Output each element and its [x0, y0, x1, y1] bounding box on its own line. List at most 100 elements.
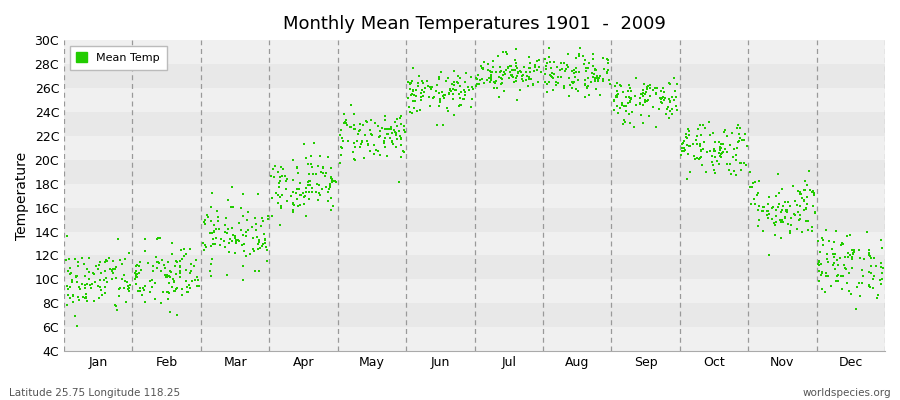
- Point: [185, 278, 200, 284]
- Bar: [64, 112, 885, 136]
- Point: [864, 270, 878, 276]
- Point: [452, 91, 466, 98]
- Point: [251, 241, 266, 248]
- Point: [249, 221, 264, 228]
- Point: [225, 184, 239, 190]
- Point: [688, 156, 702, 162]
- Point: [812, 268, 826, 274]
- Point: [422, 103, 436, 110]
- Point: [363, 148, 377, 154]
- Point: [686, 141, 700, 148]
- Point: [572, 51, 586, 57]
- Point: [334, 144, 348, 150]
- Point: [624, 88, 638, 94]
- Point: [855, 273, 869, 280]
- Point: [662, 108, 677, 114]
- Text: Latitude 25.75 Longitude 118.25: Latitude 25.75 Longitude 118.25: [9, 388, 180, 398]
- Point: [841, 250, 855, 256]
- Point: [348, 144, 363, 150]
- Point: [538, 71, 553, 77]
- Point: [554, 65, 569, 72]
- Point: [649, 124, 663, 130]
- Point: [338, 119, 352, 125]
- Point: [289, 189, 303, 196]
- Point: [65, 279, 79, 285]
- Point: [248, 268, 262, 274]
- Point: [136, 284, 150, 291]
- Point: [774, 209, 788, 216]
- Point: [775, 207, 789, 213]
- Point: [513, 68, 527, 74]
- Point: [487, 79, 501, 85]
- Point: [299, 189, 313, 195]
- Point: [562, 75, 576, 82]
- Point: [129, 273, 143, 280]
- Point: [869, 263, 884, 270]
- Point: [239, 253, 254, 259]
- Point: [806, 188, 820, 195]
- Point: [278, 186, 293, 192]
- Point: [280, 175, 294, 182]
- Point: [640, 84, 654, 90]
- Point: [773, 217, 788, 223]
- Point: [328, 178, 343, 184]
- Point: [239, 228, 254, 235]
- Point: [727, 167, 742, 174]
- Point: [510, 72, 525, 79]
- Point: [718, 146, 733, 152]
- Point: [302, 196, 316, 202]
- Point: [493, 69, 508, 75]
- Point: [674, 151, 688, 158]
- Point: [297, 200, 311, 207]
- Point: [154, 268, 168, 274]
- Point: [499, 71, 513, 78]
- Point: [325, 179, 339, 185]
- Point: [693, 122, 707, 128]
- Point: [676, 144, 690, 151]
- Point: [601, 60, 616, 66]
- Point: [624, 96, 638, 102]
- Point: [806, 228, 820, 234]
- Point: [660, 106, 674, 112]
- Point: [279, 177, 293, 184]
- Point: [465, 96, 480, 102]
- Point: [590, 75, 604, 82]
- Point: [657, 89, 671, 95]
- Point: [689, 140, 704, 147]
- Point: [597, 66, 611, 72]
- Point: [839, 266, 853, 272]
- Point: [861, 283, 876, 289]
- Point: [409, 93, 423, 99]
- Point: [432, 76, 446, 82]
- Point: [198, 221, 212, 227]
- Point: [359, 137, 374, 144]
- Point: [448, 87, 463, 93]
- Point: [293, 180, 308, 186]
- Point: [761, 210, 776, 217]
- Point: [203, 218, 218, 224]
- Point: [783, 230, 797, 236]
- Point: [464, 84, 479, 90]
- Point: [862, 247, 877, 253]
- Point: [432, 90, 446, 96]
- Point: [475, 65, 490, 72]
- Point: [280, 198, 294, 204]
- Point: [521, 76, 535, 82]
- Point: [874, 260, 888, 266]
- Point: [404, 91, 419, 98]
- Point: [246, 235, 260, 241]
- Point: [285, 207, 300, 213]
- Point: [138, 283, 152, 290]
- Point: [572, 53, 586, 59]
- Point: [441, 108, 455, 114]
- Point: [138, 248, 152, 254]
- Point: [285, 176, 300, 183]
- Point: [527, 64, 542, 70]
- Point: [79, 298, 94, 304]
- Point: [733, 124, 747, 131]
- Point: [526, 81, 540, 88]
- Point: [706, 162, 720, 169]
- Point: [831, 272, 845, 278]
- Point: [534, 69, 548, 76]
- Point: [811, 261, 825, 268]
